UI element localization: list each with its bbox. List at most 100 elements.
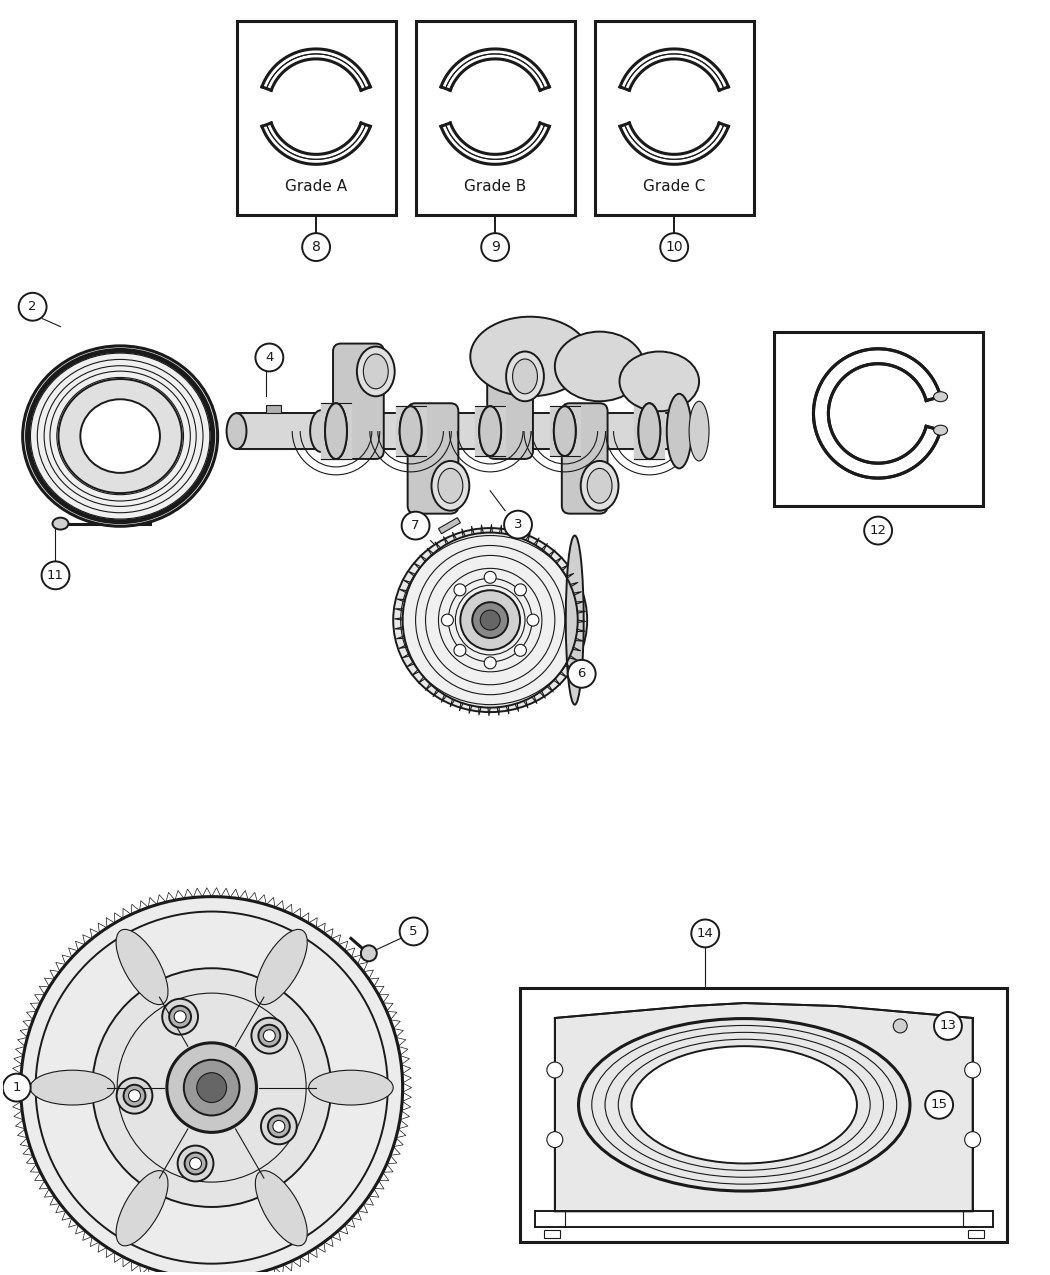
Text: 15: 15	[930, 1098, 948, 1112]
Ellipse shape	[432, 462, 469, 511]
Ellipse shape	[479, 407, 501, 456]
Circle shape	[400, 918, 427, 945]
Ellipse shape	[310, 411, 332, 451]
Ellipse shape	[933, 425, 947, 435]
Circle shape	[568, 660, 595, 687]
Ellipse shape	[357, 347, 395, 397]
Circle shape	[185, 1153, 207, 1174]
Circle shape	[691, 919, 719, 947]
Ellipse shape	[255, 1170, 308, 1246]
Text: Grade C: Grade C	[643, 179, 706, 194]
Text: 14: 14	[697, 927, 714, 940]
Text: Grade B: Grade B	[464, 179, 526, 194]
Bar	[968, 1230, 984, 1238]
Circle shape	[196, 1072, 227, 1103]
Ellipse shape	[620, 352, 699, 412]
Text: 5: 5	[410, 924, 418, 938]
Ellipse shape	[117, 1170, 168, 1246]
Circle shape	[258, 1025, 280, 1047]
Circle shape	[124, 1085, 146, 1107]
Circle shape	[42, 561, 69, 589]
Circle shape	[264, 1030, 275, 1042]
Ellipse shape	[52, 518, 68, 529]
Circle shape	[162, 998, 198, 1034]
Circle shape	[527, 615, 539, 626]
Bar	[520, 988, 1007, 1242]
Circle shape	[441, 615, 454, 626]
Ellipse shape	[401, 536, 580, 705]
Circle shape	[177, 1146, 213, 1182]
Bar	[774, 332, 983, 506]
Circle shape	[514, 644, 526, 657]
Text: 11: 11	[47, 569, 64, 581]
Ellipse shape	[438, 468, 463, 504]
Circle shape	[484, 571, 497, 583]
Circle shape	[174, 1011, 186, 1023]
Text: 8: 8	[312, 240, 320, 254]
Circle shape	[965, 1062, 981, 1077]
Ellipse shape	[400, 407, 421, 456]
Ellipse shape	[689, 402, 709, 462]
Ellipse shape	[553, 407, 575, 456]
Ellipse shape	[667, 394, 692, 468]
Ellipse shape	[638, 403, 660, 459]
Circle shape	[504, 511, 532, 538]
Text: 3: 3	[513, 518, 522, 532]
Circle shape	[190, 1158, 202, 1169]
Circle shape	[261, 1108, 297, 1144]
Ellipse shape	[631, 1047, 857, 1164]
Ellipse shape	[30, 1070, 114, 1105]
Ellipse shape	[59, 379, 182, 493]
Ellipse shape	[587, 468, 612, 504]
Ellipse shape	[117, 929, 168, 1005]
Circle shape	[302, 233, 330, 261]
Circle shape	[547, 1062, 563, 1077]
FancyBboxPatch shape	[407, 403, 459, 514]
FancyBboxPatch shape	[487, 348, 533, 459]
Polygon shape	[814, 349, 941, 478]
Circle shape	[547, 1132, 563, 1148]
Circle shape	[472, 602, 508, 638]
Circle shape	[965, 1132, 981, 1148]
Ellipse shape	[393, 528, 587, 713]
Circle shape	[3, 1074, 30, 1102]
Ellipse shape	[326, 403, 346, 459]
Bar	[544, 1230, 560, 1238]
Ellipse shape	[479, 407, 501, 456]
Ellipse shape	[553, 407, 575, 456]
Ellipse shape	[227, 413, 247, 449]
Bar	[594, 22, 754, 215]
Circle shape	[128, 1090, 141, 1102]
Circle shape	[184, 1060, 239, 1116]
Text: Grade A: Grade A	[285, 179, 348, 194]
Circle shape	[484, 657, 497, 669]
Text: 6: 6	[578, 667, 586, 681]
Circle shape	[21, 896, 402, 1275]
Ellipse shape	[554, 332, 645, 402]
Text: 7: 7	[412, 519, 420, 532]
Circle shape	[934, 1012, 962, 1040]
Bar	[439, 518, 460, 534]
Circle shape	[268, 1116, 290, 1137]
Ellipse shape	[506, 352, 544, 402]
Polygon shape	[554, 1003, 972, 1211]
Ellipse shape	[81, 399, 160, 473]
Circle shape	[454, 584, 466, 595]
Circle shape	[117, 1077, 152, 1113]
Ellipse shape	[566, 536, 584, 705]
Circle shape	[402, 511, 429, 539]
Circle shape	[361, 945, 377, 961]
Ellipse shape	[400, 407, 421, 456]
Ellipse shape	[255, 929, 308, 1005]
Circle shape	[864, 516, 892, 544]
Circle shape	[255, 343, 284, 371]
Circle shape	[660, 233, 688, 261]
Text: 1: 1	[13, 1081, 21, 1094]
Circle shape	[167, 1043, 256, 1132]
FancyBboxPatch shape	[333, 343, 383, 459]
Circle shape	[481, 233, 509, 261]
Ellipse shape	[933, 391, 947, 402]
Bar	[236, 22, 396, 215]
Text: 13: 13	[940, 1020, 957, 1033]
Circle shape	[19, 293, 46, 321]
